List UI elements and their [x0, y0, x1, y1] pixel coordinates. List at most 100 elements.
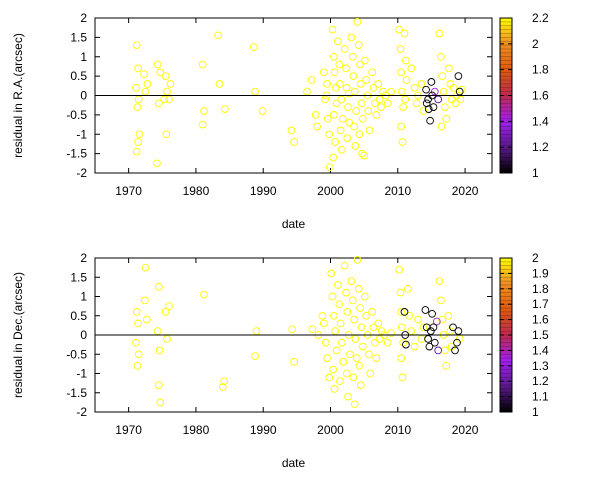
data-point [398, 138, 407, 146]
data-point [323, 80, 331, 88]
data-point [342, 369, 351, 378]
data-point [383, 338, 392, 347]
data-point [165, 302, 173, 310]
data-point [451, 346, 459, 355]
data-point [397, 323, 406, 332]
colorbar-tick-label: 1.3 [532, 359, 549, 373]
data-point [412, 99, 421, 108]
data-point [336, 319, 345, 328]
data-point [457, 85, 466, 94]
data-point [155, 99, 163, 108]
data-point [336, 377, 344, 386]
data-point [335, 60, 344, 69]
data-point [337, 95, 346, 104]
data-point [356, 60, 364, 69]
data-point [331, 138, 340, 146]
data-point [290, 358, 299, 366]
x-tick-label: 2010 [384, 184, 411, 198]
data-point [332, 83, 340, 92]
data-point [335, 300, 344, 309]
data-point [356, 304, 364, 312]
data-point [347, 33, 356, 42]
colorbar-tick-label: 2 [532, 37, 539, 51]
data-point [330, 52, 338, 61]
x-tick-label: 2020 [452, 184, 479, 198]
data-point [402, 340, 410, 349]
data-point [365, 350, 373, 359]
data-point [400, 29, 409, 38]
data-point [330, 385, 339, 393]
data-point [372, 354, 381, 362]
data-point [397, 122, 406, 131]
data-point [251, 352, 259, 361]
data-point [369, 323, 378, 332]
data-point [437, 122, 446, 131]
data-point [398, 373, 407, 382]
data-point [354, 41, 363, 49]
data-point [362, 76, 371, 84]
data-point [360, 292, 369, 301]
data-point [323, 114, 332, 123]
data-point [166, 80, 175, 88]
data-point [342, 64, 350, 73]
data-point [336, 80, 344, 88]
y-tick-label: 0.5 [70, 309, 87, 323]
data-point [434, 346, 443, 355]
y-axis-label: residual in Dec.(arcsec) [11, 272, 25, 398]
data-point [360, 151, 369, 160]
data-point [142, 315, 151, 324]
data-point [441, 346, 449, 355]
y-tick-label: -2 [76, 405, 87, 419]
data-point [343, 308, 352, 316]
data-point [397, 354, 406, 362]
data-point [366, 369, 375, 378]
data-point [442, 114, 451, 123]
data-point [358, 114, 367, 123]
data-point [346, 350, 354, 359]
colorbar-tick-label: 1.6 [532, 89, 549, 103]
data-point [321, 338, 330, 347]
data-point [143, 80, 152, 88]
data-point [435, 277, 444, 285]
data-point [340, 45, 349, 53]
x-axis-label: date [282, 217, 306, 231]
data-point [327, 269, 336, 278]
data-point [319, 68, 328, 77]
data-point [397, 87, 406, 96]
data-point [153, 327, 162, 335]
y-tick-label: -0.5 [66, 347, 87, 361]
data-point [356, 381, 365, 389]
data-point [332, 99, 341, 108]
colorbar: 1 1.2 1.4 1.6 1.8 2 2.2 [499, 11, 549, 180]
data-point [340, 261, 349, 270]
data-point [368, 68, 377, 77]
data-point [387, 87, 395, 96]
data-point [344, 392, 352, 401]
data-point [419, 107, 428, 115]
colorbar-tick-label: 1 [532, 166, 539, 180]
data-point [307, 76, 316, 84]
data-point [334, 281, 342, 289]
y-tick-label: 2 [80, 251, 87, 265]
data-point [162, 130, 171, 139]
data-point [140, 296, 149, 305]
data-point [407, 327, 416, 335]
y-tick-label: 0.5 [70, 69, 87, 83]
data-point [344, 103, 352, 111]
x-tick-label: 1970 [115, 184, 142, 198]
data-point [354, 284, 363, 293]
data-point [404, 284, 412, 293]
x-tick-label: 2000 [317, 423, 344, 437]
chart-panel-2: -2 -1.5 -1 -0.5 0 0.5 1 1.5 2 1970 1980 1990 2000 201… [11, 251, 549, 470]
data-point [437, 296, 445, 305]
data-point [163, 87, 171, 96]
data-point [442, 361, 451, 370]
data-point [387, 329, 395, 337]
data-point [132, 41, 141, 49]
data-point [395, 25, 403, 34]
data-point [249, 43, 258, 51]
data-point [365, 126, 374, 135]
data-point [435, 29, 444, 38]
data-point [141, 263, 150, 272]
